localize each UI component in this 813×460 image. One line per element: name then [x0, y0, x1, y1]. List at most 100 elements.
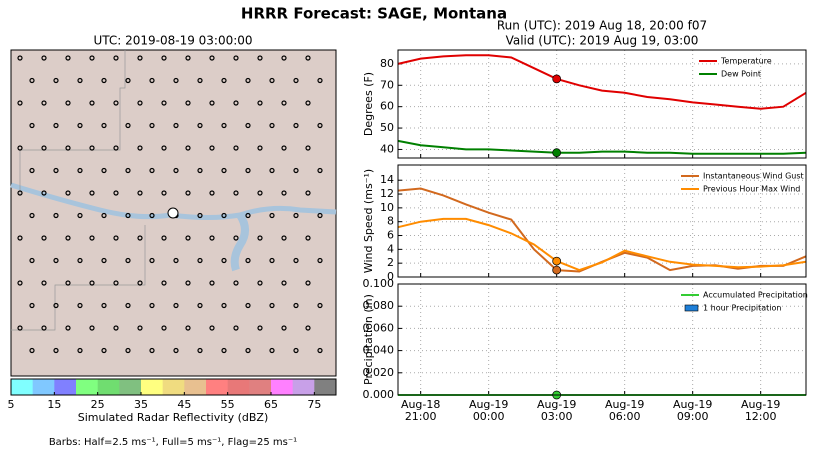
- station: [257, 235, 263, 241]
- station: [317, 257, 323, 264]
- station: [317, 212, 323, 219]
- station: [197, 77, 203, 84]
- y-tick-label: 0.000: [363, 388, 395, 401]
- station: [185, 145, 191, 151]
- current-marker: [552, 74, 562, 84]
- station: [53, 302, 59, 309]
- colorbar-tick-label: 45: [177, 398, 191, 411]
- station: [113, 55, 119, 61]
- y-tick-label: 0.080: [363, 299, 395, 312]
- station: [89, 145, 95, 151]
- y-tick-label: 70: [380, 78, 394, 91]
- station: [29, 77, 35, 84]
- station: [233, 145, 239, 151]
- station: [209, 280, 215, 286]
- station: [293, 77, 299, 84]
- colorbar: 5 15 25 35 45 55 65 75: [8, 378, 337, 411]
- station: [209, 190, 215, 196]
- station: [65, 325, 71, 331]
- colorbar-tick-label: 55: [221, 398, 235, 411]
- station: [137, 145, 143, 151]
- legend-label: Dew Point: [721, 70, 761, 79]
- station: [53, 167, 59, 174]
- station: [257, 190, 263, 196]
- colorbar-cell: [271, 379, 293, 395]
- station: [137, 55, 143, 61]
- station: [89, 325, 95, 331]
- station: [245, 212, 251, 219]
- legend-label: Temperature: [720, 57, 772, 66]
- station: [293, 212, 299, 219]
- station: [161, 145, 167, 151]
- station: [245, 347, 251, 354]
- station: [221, 302, 227, 309]
- legend-label: Instantaneous Wind Gust: [703, 172, 804, 181]
- station: [65, 280, 71, 286]
- station: [305, 190, 311, 196]
- colorbar-tick-label: 35: [134, 398, 148, 411]
- station: [29, 347, 35, 354]
- station: [317, 347, 323, 354]
- station: [173, 347, 179, 354]
- station: [149, 347, 155, 354]
- station: [53, 257, 59, 264]
- station: [293, 302, 299, 309]
- station: [281, 145, 287, 151]
- station: [65, 235, 71, 241]
- station: [41, 235, 47, 241]
- station: [137, 100, 143, 106]
- station: [161, 280, 167, 286]
- y-tick-label: 10: [380, 201, 394, 214]
- station: [65, 145, 71, 151]
- y-tick-label: 6: [387, 229, 394, 242]
- x-tick-label: Aug-19 12:00: [741, 398, 780, 423]
- station: [29, 257, 35, 264]
- station: [269, 167, 275, 174]
- y-axis-label: Wind Speed (ms⁻¹): [362, 169, 375, 273]
- legend-label: Accumulated Precipitation: [703, 291, 808, 300]
- station: [197, 122, 203, 129]
- colorbar-cell: [227, 379, 250, 395]
- station: [185, 325, 191, 331]
- station: [53, 77, 59, 84]
- station: [233, 100, 239, 106]
- county-line: [19, 50, 126, 195]
- legend-label: Previous Hour Max Wind: [703, 185, 800, 194]
- station: [233, 235, 239, 241]
- y-tick-label: 0: [387, 270, 394, 283]
- station: [305, 280, 311, 286]
- colorbar-cell: [141, 379, 163, 395]
- station: [185, 235, 191, 241]
- station: [101, 347, 107, 354]
- station: [149, 302, 155, 309]
- station: [89, 100, 95, 106]
- station: [17, 100, 23, 106]
- plot-area: [398, 50, 806, 158]
- station: [185, 190, 191, 196]
- station: [41, 325, 47, 331]
- station: [149, 212, 155, 219]
- station: [305, 325, 311, 331]
- current-marker: [552, 148, 562, 158]
- current-marker: [552, 265, 562, 275]
- station: [101, 302, 107, 309]
- current-marker: [552, 256, 562, 266]
- y-tick-label: 14: [380, 173, 394, 186]
- colorbar-cell: [249, 379, 272, 395]
- station: [233, 190, 239, 196]
- station: [101, 122, 107, 129]
- plot-area: [398, 284, 806, 395]
- station: [89, 235, 95, 241]
- colorbar-cell: [76, 379, 98, 395]
- station: [77, 212, 83, 219]
- station: [65, 100, 71, 106]
- station: [77, 122, 83, 129]
- station: [77, 77, 83, 84]
- axes-frame: [397, 49, 807, 159]
- station: [281, 190, 287, 196]
- barb-note: Barbs: Half=2.5 ms⁻¹, Full=5 ms⁻¹, Flag=…: [49, 437, 297, 448]
- colorbar-frame: [10, 378, 337, 396]
- station: [125, 257, 131, 264]
- station: [17, 325, 23, 331]
